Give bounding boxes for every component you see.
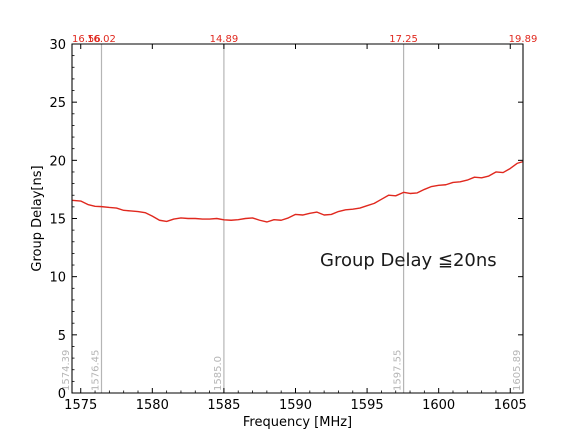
x-tick-label: 1605 — [494, 398, 527, 413]
x-tick-label: 1575 — [64, 398, 97, 413]
x-tick-label: 1580 — [136, 398, 169, 413]
marker-layer: 16.56 1574.39 16.02 1576.45 14.89 1585.0 17.25… — [61, 34, 537, 393]
plot-frame — [71, 43, 524, 394]
x-tick-label: 1595 — [351, 398, 384, 413]
x-tick-label: 1600 — [422, 398, 455, 413]
series-layer — [71, 160, 524, 223]
marker-freq-label: 1576.45 — [90, 350, 101, 391]
marker-delay-label: 19.89 — [509, 34, 538, 45]
y-tick-label: 25 — [49, 96, 66, 111]
group-delay-line — [71, 160, 524, 223]
x-tick-label: 1590 — [279, 398, 312, 413]
y-tick-label: 0 — [58, 387, 66, 402]
marker-delay-label: 17.25 — [389, 34, 418, 45]
y-tick-label: 10 — [49, 271, 66, 286]
tick-layer: 1575 1580 1585 1590 1595 1600 1605 0 5 10 15 20 25 30 — [49, 38, 526, 413]
marker-freq-label: 1605.89 — [512, 350, 523, 391]
x-axis-title: Frequency [MHz] — [243, 415, 352, 430]
marker-freq-label: 1574.39 — [61, 350, 72, 391]
x-tick-label: 1585 — [207, 398, 240, 413]
group-delay-annotation: Group Delay ≦20ns — [320, 250, 497, 271]
y-tick-label: 5 — [58, 329, 66, 344]
marker-delay-label: 14.89 — [210, 34, 239, 45]
marker-freq-label: 1597.55 — [393, 350, 404, 391]
y-axis-title: Group Delay[ns] — [30, 165, 45, 271]
y-tick-label: 20 — [49, 154, 66, 169]
marker-delay-label: 16.56 — [72, 34, 101, 45]
marker-freq-label: 1585.0 — [213, 356, 224, 391]
y-tick-label: 30 — [49, 38, 66, 53]
y-tick-label: 15 — [49, 213, 66, 228]
marker-delay-label: 16.02 — [87, 34, 116, 45]
